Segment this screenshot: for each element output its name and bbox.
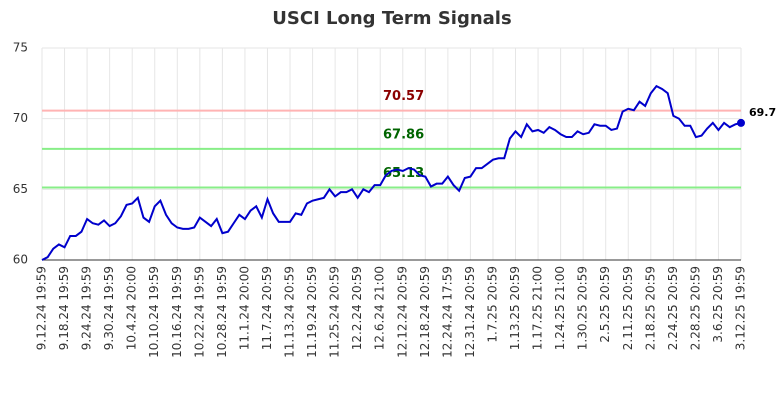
series-line xyxy=(41,84,742,261)
x-tick-label: 1.17.25 21:00 xyxy=(531,266,545,350)
x-tick-label: 9.12.24 19:59 xyxy=(35,266,49,350)
x-tick-label: 10.16.24 19:59 xyxy=(170,266,184,358)
x-tick-label: 12.6.24 21:00 xyxy=(373,266,387,350)
x-tick-label: 9.18.24 19:59 xyxy=(57,266,71,350)
x-tick-label: 2.18.25 20:59 xyxy=(643,266,657,350)
x-tick-label: 2.24.25 20:59 xyxy=(666,266,680,350)
x-tick-label: 2.28.25 20:59 xyxy=(688,266,702,350)
x-tick-label: 11.13.24 20:59 xyxy=(283,266,297,358)
x-tick-label: 3.12.25 19:59 xyxy=(734,266,748,350)
x-tick-label: 11.19.24 20:59 xyxy=(305,266,319,358)
last-value-label: 69.7 xyxy=(749,106,776,119)
x-tick-label: 11.25.24 20:59 xyxy=(328,266,342,358)
x-tick-label: 1.7.25 20:59 xyxy=(485,266,499,343)
reference-label: 70.57 xyxy=(383,89,424,104)
x-tick-label: 2.11.25 20:59 xyxy=(621,266,635,350)
x-tick-label: 10.4.24 20:00 xyxy=(125,266,139,350)
x-tick-label: 1.24.25 21:00 xyxy=(553,266,567,350)
x-tick-label: 10.10.24 19:59 xyxy=(147,266,161,358)
x-tick-label: 10.28.24 19:59 xyxy=(215,266,229,358)
last-point xyxy=(737,118,745,127)
x-tick-label: 3.6.25 20:59 xyxy=(711,266,725,343)
x-tick-label: 12.2.24 20:59 xyxy=(350,266,364,350)
x-tick-label: 2.5.25 20:59 xyxy=(598,266,612,343)
y-tick-label: 70 xyxy=(13,111,28,125)
x-tick-label: 1.30.25 20:59 xyxy=(576,266,590,350)
x-tick-label: 12.24.24 17:59 xyxy=(440,266,454,358)
x-tick-label: 12.31.24 20:59 xyxy=(463,266,477,358)
x-tick-label: 1.13.25 20:59 xyxy=(508,266,522,350)
x-tick-label: 9.24.24 19:59 xyxy=(80,266,94,350)
x-tick-label: 12.12.24 20:59 xyxy=(395,266,409,358)
x-tick-label: 10.22.24 19:59 xyxy=(192,266,206,358)
reference-label: 67.86 xyxy=(383,127,424,142)
y-tick-label: 65 xyxy=(13,182,28,196)
y-tick-label: 75 xyxy=(13,41,28,55)
chart-title: USCI Long Term Signals xyxy=(272,8,511,29)
x-tick-label: 9.30.24 19:59 xyxy=(102,266,116,350)
x-tick-label: 12.18.24 20:59 xyxy=(418,266,432,358)
x-tick-label: 11.1.24 20:00 xyxy=(237,266,251,350)
x-tick-label: 11.7.24 20:59 xyxy=(260,266,274,350)
y-tick-label: 60 xyxy=(13,253,28,267)
